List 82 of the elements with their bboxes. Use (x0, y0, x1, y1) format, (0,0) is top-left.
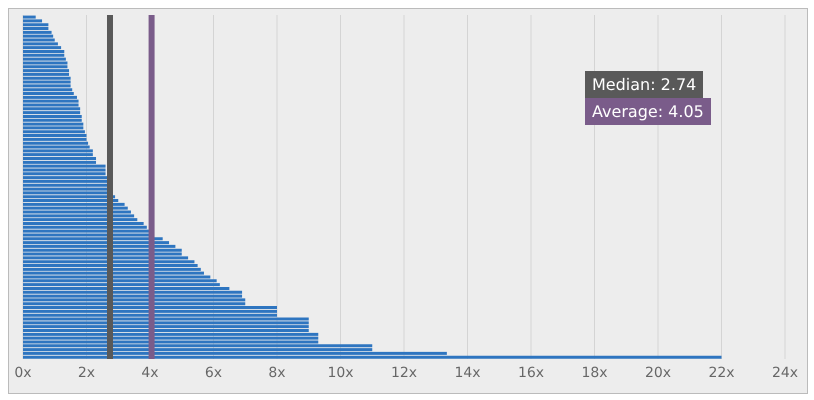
bar (23, 325, 309, 328)
bar (23, 222, 144, 225)
bar (23, 100, 79, 103)
bar (23, 318, 309, 321)
bar (23, 134, 86, 138)
bar (23, 58, 66, 61)
bar (23, 210, 131, 214)
bar (23, 23, 48, 26)
bar (23, 42, 58, 46)
bar (23, 202, 125, 206)
x-tick-label: 22x (708, 364, 735, 381)
bar (23, 118, 82, 122)
x-tick-label: 8x (268, 364, 286, 381)
bar (23, 336, 318, 340)
bar (23, 248, 182, 252)
bar (23, 195, 116, 198)
bar (23, 126, 84, 130)
bar (23, 321, 309, 324)
bar (23, 130, 85, 134)
bar (23, 138, 86, 141)
bar (23, 146, 90, 149)
bar (23, 226, 147, 229)
x-tick-label: 10x (327, 364, 354, 381)
bar (23, 264, 198, 268)
bar (23, 206, 128, 210)
bar (23, 356, 722, 359)
bar (23, 54, 64, 57)
bar (23, 176, 108, 180)
bar (23, 114, 82, 118)
x-tick-label: 16x (518, 364, 544, 381)
bar (23, 76, 71, 80)
bar (23, 230, 150, 233)
x-tick-label: 24x (772, 364, 798, 381)
x-tick-label: 18x (581, 364, 608, 381)
bar (23, 310, 277, 313)
bar (23, 294, 242, 298)
bar (23, 69, 70, 72)
bar (23, 34, 54, 38)
bar (23, 92, 74, 96)
bar (23, 27, 48, 30)
bar (23, 149, 93, 152)
x-tick-label: 4x (141, 364, 159, 381)
annotation: Median: 2.74 (585, 71, 704, 98)
bar (23, 184, 109, 187)
bar (23, 61, 68, 64)
annotation: Average: 4.05 (585, 98, 711, 125)
bar (23, 111, 80, 114)
bar (23, 332, 318, 336)
bar (23, 122, 84, 126)
bar (23, 180, 109, 183)
bar (23, 107, 80, 110)
x-tick-label: 20x (644, 364, 672, 381)
bar (23, 260, 194, 264)
bar (23, 306, 277, 310)
x-tick-label: 0x (14, 364, 32, 381)
x-tick-label: 2x (78, 364, 96, 381)
bar (23, 72, 70, 76)
bar (23, 214, 134, 218)
bar (23, 172, 106, 176)
bar (23, 88, 72, 92)
x-tick-label: 12x (390, 364, 418, 381)
bar (23, 344, 372, 348)
bar (23, 38, 55, 42)
bar (23, 46, 62, 50)
bar (23, 156, 96, 160)
x-tick-label: 6x (204, 364, 222, 381)
bar (23, 279, 217, 282)
bar (23, 168, 106, 172)
bar (23, 164, 106, 168)
bar (23, 142, 88, 145)
bar (23, 30, 52, 34)
bar (23, 153, 93, 156)
bar (23, 96, 77, 99)
bar (23, 84, 71, 88)
bar (23, 290, 242, 294)
bar (23, 103, 79, 106)
bar (23, 50, 64, 53)
bar (23, 268, 201, 271)
bar (23, 80, 71, 84)
bar (23, 298, 246, 302)
x-tick-label: 14x (454, 364, 481, 381)
bar (23, 65, 68, 68)
